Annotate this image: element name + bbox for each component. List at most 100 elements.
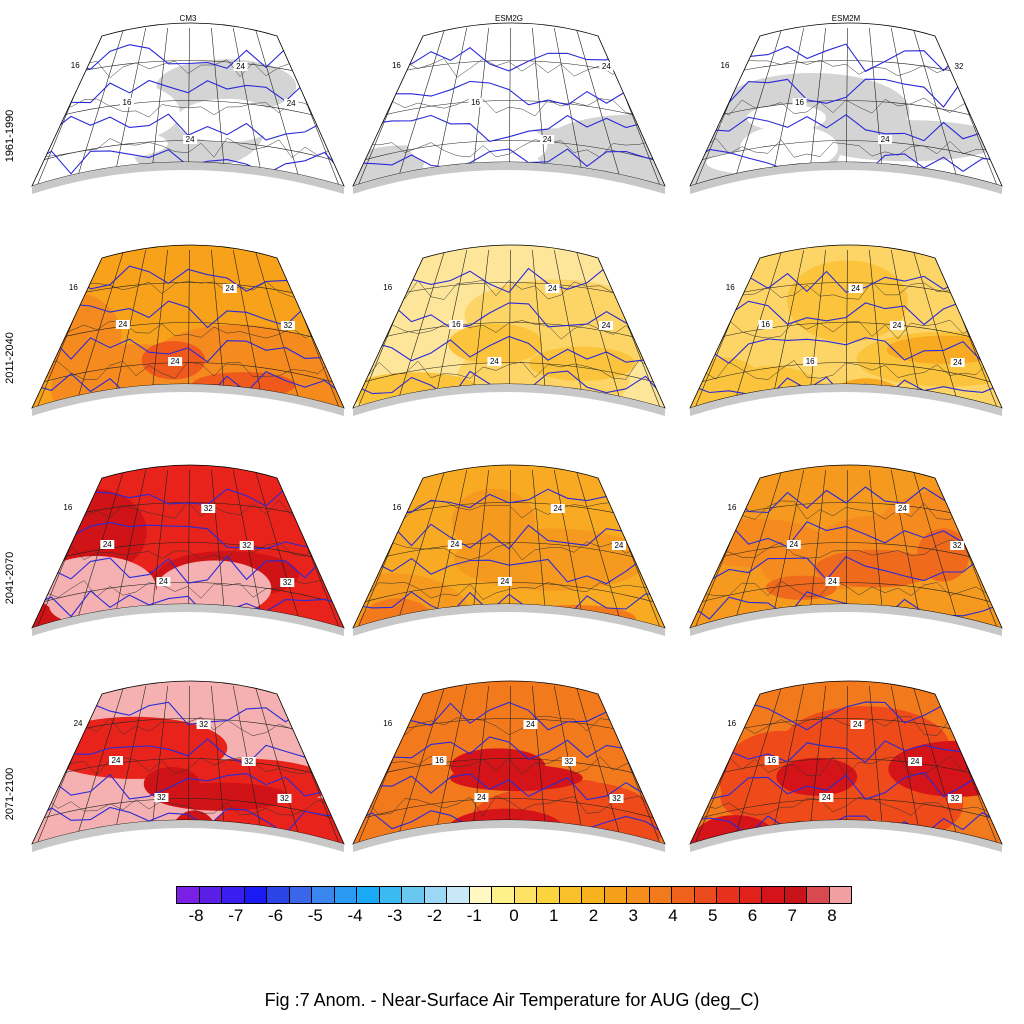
- contour-label-bg: [280, 321, 295, 330]
- contour-label: 16: [71, 61, 80, 70]
- colorbar-tick-label: 0: [509, 906, 519, 925]
- contour-line: [353, 773, 665, 801]
- coastline: [690, 539, 1002, 559]
- map-rim: [32, 384, 344, 416]
- meridian-line: [254, 685, 306, 844]
- anomaly-region: [746, 104, 827, 131]
- map-panel: 16 24 24 24 32: [31, 240, 345, 440]
- contour-label: 24: [614, 541, 623, 550]
- contour-label-bg: [241, 757, 256, 766]
- colorbar-tick-label: -8: [188, 906, 204, 925]
- colorbar-swatch: [582, 887, 605, 903]
- contour-label-bg: [792, 98, 807, 107]
- column-title: ESM2G: [494, 14, 523, 23]
- parallel-line: [690, 582, 1002, 606]
- contour-label: 24: [553, 504, 562, 513]
- meridian-line: [70, 249, 125, 408]
- contour-label: 24: [103, 540, 112, 549]
- map-svg: 16 24 24 24 24: [352, 464, 666, 636]
- colorbar-swatch: [694, 887, 717, 903]
- contour-label-bg: [724, 503, 739, 512]
- parallel-line: [690, 542, 1002, 566]
- contour-label-bg: [717, 61, 732, 70]
- map-svg: 16 16 24 24: [352, 22, 666, 194]
- colorbar-swatch: [357, 887, 380, 903]
- meridian-line: [391, 469, 446, 628]
- contour-label: 32: [244, 757, 253, 766]
- contour-label: 24: [548, 284, 557, 293]
- contour-label-bg: [487, 357, 502, 366]
- anomaly-region: [450, 748, 546, 785]
- contour-label: 16: [392, 61, 401, 70]
- contour-label-bg: [284, 99, 299, 108]
- meridian-line: [391, 249, 446, 408]
- map-rim: [690, 384, 1002, 416]
- map-svg: 16 16 24 24 32 32: [352, 680, 666, 852]
- colorbar-swatch: [379, 887, 402, 903]
- contour-line: [690, 337, 1002, 364]
- contour-label-bg: [119, 98, 134, 107]
- colorbar-tick-label: -4: [347, 906, 363, 925]
- contour-line: [353, 556, 665, 585]
- contour-label-bg: [950, 541, 965, 550]
- colorbar-swatch: [672, 887, 695, 903]
- contour-label-bg: [819, 793, 834, 802]
- column-title: ESM2M: [831, 14, 861, 23]
- map-rim: [690, 820, 1002, 852]
- contour-label-bg: [540, 135, 555, 144]
- contour-label-bg: [908, 757, 923, 766]
- colorbar-tick-label: -1: [466, 906, 482, 925]
- map-panel: 24 24 32 32 32 32: [31, 676, 345, 876]
- meridian-line: [575, 469, 627, 628]
- colorbar-swatch: [222, 887, 245, 903]
- contour-label: 16: [767, 756, 776, 765]
- contour-label: 24: [853, 720, 862, 729]
- contour-label-bg: [389, 61, 404, 70]
- map-rim: [353, 820, 665, 852]
- meridian-line: [728, 27, 783, 186]
- map-rim: [690, 162, 1002, 194]
- contour-label: 24: [490, 357, 499, 366]
- map-svg: 16 24 24 32 32 32: [31, 464, 345, 636]
- contour-label-bg: [599, 321, 614, 330]
- contour-label: 24: [236, 62, 245, 71]
- contour-label: 24: [851, 284, 860, 293]
- contour-label-bg: [449, 320, 464, 329]
- contour-label: 16: [728, 503, 737, 512]
- contour-line: [32, 78, 344, 104]
- parallel-line: [32, 100, 344, 124]
- colorbar-swatch: [424, 887, 447, 903]
- contour-line: [690, 771, 1002, 800]
- contour-label-bg: [724, 719, 739, 728]
- parallel-line: [690, 798, 1002, 822]
- map-rim: [353, 162, 665, 194]
- coastline: [353, 755, 665, 776]
- contour-line: [353, 335, 665, 363]
- colorbar-tick-label: 4: [668, 906, 678, 925]
- contour-label-bg: [723, 283, 738, 292]
- contour-line: [690, 521, 1002, 548]
- parallel-line: [32, 542, 344, 566]
- colorbar-swatch: [784, 887, 807, 903]
- parallel-line: [353, 100, 665, 124]
- contour-label: 24: [893, 321, 902, 330]
- map-svg: 16 24 24 24 32: [689, 464, 1003, 636]
- contour-label-bg: [222, 284, 237, 293]
- contour-label: 32: [157, 793, 166, 802]
- contour-label: 32: [283, 321, 292, 330]
- contour-label-bg: [611, 541, 626, 550]
- colorbar-swatch: [514, 887, 537, 903]
- contour-line: [32, 738, 344, 766]
- contour-line: [353, 523, 665, 550]
- coastline: [353, 320, 665, 341]
- colorbar: [176, 886, 852, 904]
- contour-label: 24: [112, 756, 121, 765]
- contour-label: 16: [452, 320, 461, 329]
- contour-label: 32: [955, 62, 964, 71]
- contour-label: 24: [828, 577, 837, 586]
- contour-label-bg: [380, 283, 395, 292]
- contour-label-bg: [432, 756, 447, 765]
- contour-label-bg: [825, 577, 840, 586]
- contour-label: 24: [118, 320, 127, 329]
- parallel-line: [32, 758, 344, 782]
